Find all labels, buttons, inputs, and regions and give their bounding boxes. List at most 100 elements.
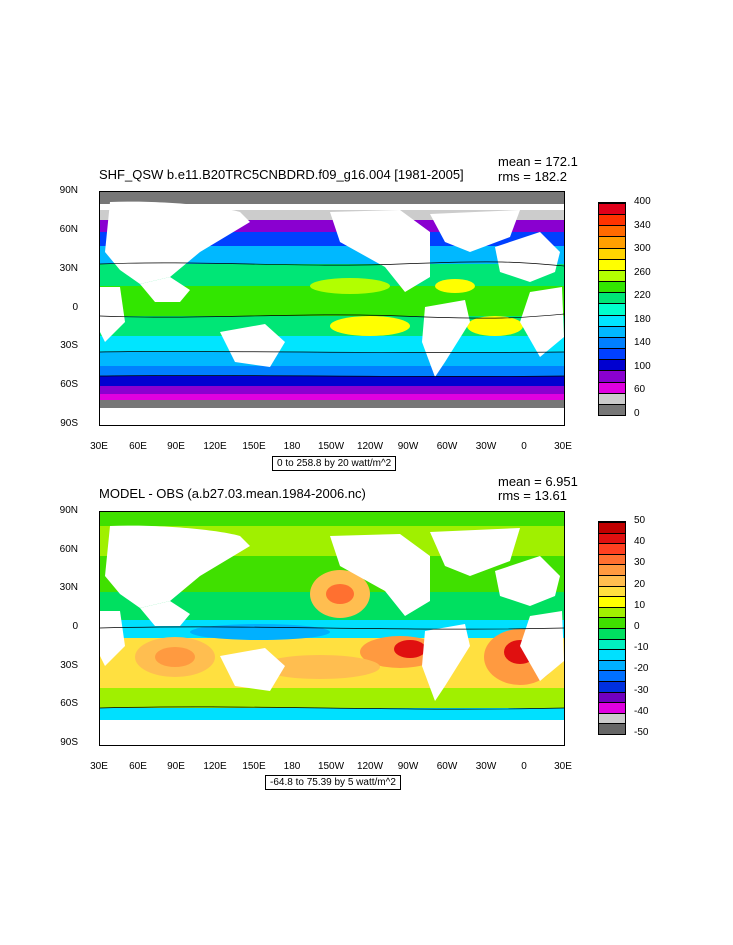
colorbar-swatch [599,691,625,703]
colorbar-swatch [599,314,625,326]
colorbar-swatch [599,303,625,315]
colorbar-swatch [599,596,625,607]
x-tick-label: 150W [317,441,345,452]
x-tick-label: 90W [397,761,419,772]
colorbar-label: 60 [634,384,646,396]
colorbar-swatch [599,723,625,734]
colorbar-label: 260 [634,266,651,278]
x-tick-label: 150W [317,761,345,772]
colorbar-swatch [599,348,625,360]
colorbar-label: 10 [634,599,646,611]
x-tick-label: 60E [129,441,147,452]
colorbar-swatch [599,214,625,226]
colorbar-swatch [599,359,625,371]
rms-label: rms = 182.2 [498,169,568,184]
x-tick-label: 30E [554,441,572,452]
colorbar-label: 0 [634,621,640,632]
colorbar-swatch [599,392,625,404]
y-tick-label: 60N [59,544,78,555]
x-tick-label: 150E [242,441,266,452]
contour-info-box: 0 to 258.8 by 20 watt/m^2 [272,456,397,471]
y-tick-label: 0 [72,302,78,313]
colorbar-label: 140 [634,337,651,349]
panel-title: SHF_QSW b.e11.B20TRC5CNBDRD.f09_g16.004 … [99,167,464,182]
colorbar-swatch [599,292,625,304]
x-tick-label: 30W [475,761,497,772]
y-tick-label: 60N [59,224,78,235]
y-tick-label: 90S [60,737,78,748]
colorbar-label: -30 [634,684,649,696]
colorbar-swatch [599,336,625,349]
x-tick-label: 120W [356,441,384,452]
colorbar-swatch [599,712,625,724]
panel-title: MODEL - OBS (a.b27.03.mean.1984-2006.nc) [99,486,366,501]
colorbar-swatch [599,225,625,237]
colorbar [598,202,626,416]
colorbar-swatch [599,281,625,293]
colorbar-swatch [599,381,625,393]
x-tick-label: 30W [475,441,497,452]
colorbar-label: 40 [634,536,646,548]
colorbar-swatch [599,638,625,650]
y-tick-label: 90N [59,185,78,196]
contour-info-box: -64.8 to 75.39 by 5 watt/m^2 [265,775,401,790]
colorbar-swatch [599,553,625,565]
mean-label: mean = 6.951 [498,474,578,489]
colorbar-swatch [599,681,625,692]
colorbar-label: 30 [634,557,646,569]
colorbar-label: -50 [634,727,649,738]
colorbar-swatch [599,247,625,259]
x-tick-label: 120E [203,441,227,452]
map-field [100,192,564,425]
colorbar-swatch [599,628,625,639]
colorbar-label: 100 [634,360,651,372]
colorbar-label: 220 [634,290,651,302]
colorbar-swatch [599,258,625,270]
colorbar-swatch [599,659,625,671]
colorbar-swatch [599,564,625,575]
colorbar-label: -40 [634,705,649,717]
colorbar-label: 180 [634,313,651,325]
colorbar [598,521,626,735]
colorbar-swatch [599,649,625,660]
colorbar-swatch [599,325,625,337]
map-plot [99,511,565,746]
colorbar-label: 340 [634,219,651,231]
colorbar-swatch [599,370,625,382]
colorbar-label: 300 [634,243,651,255]
y-tick-label: 30N [59,263,78,274]
colorbar-label: 400 [634,196,651,207]
x-tick-label: 180 [283,441,301,452]
x-tick-label: 180 [283,761,301,772]
colorbar-swatch [599,203,625,215]
colorbar-swatch [599,575,625,586]
colorbar-label: -20 [634,663,649,675]
x-tick-label: 30E [90,761,108,772]
y-tick-label: 60S [60,379,78,390]
mean-label: mean = 172.1 [498,154,578,169]
x-tick-label: 60E [129,761,147,772]
colorbar-swatch [599,403,625,415]
colorbar-label: -10 [634,642,649,654]
x-tick-label: 30E [90,441,108,452]
y-tick-label: 30N [59,582,78,593]
colorbar-label: 20 [634,578,646,590]
y-tick-label: 30S [60,340,78,351]
map-field [100,512,564,745]
x-tick-label: 120W [356,761,384,772]
colorbar-swatch [599,617,625,628]
rms-label: rms = 13.61 [498,488,568,503]
colorbar-swatch [599,543,625,554]
colorbar-swatch [599,522,625,533]
y-tick-label: 60S [60,698,78,709]
x-tick-label: 120E [203,761,227,772]
colorbar-label: 50 [634,515,646,526]
colorbar-swatch [599,236,625,248]
x-tick-label: 0 [521,761,527,772]
x-tick-label: 60W [436,441,458,452]
x-tick-label: 90E [167,761,185,772]
colorbar-swatch [599,532,625,544]
x-tick-label: 90E [167,441,185,452]
colorbar-swatch [599,606,625,618]
colorbar-swatch [599,702,625,713]
